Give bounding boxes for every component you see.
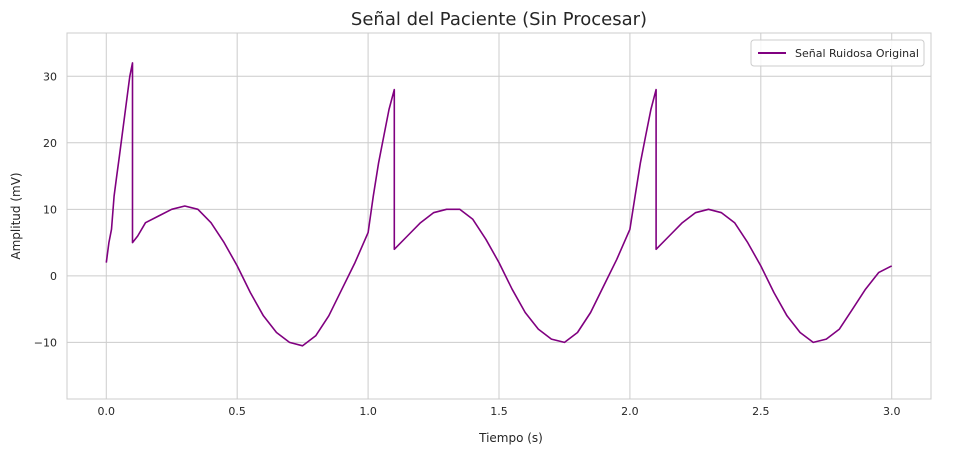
x-tick-label: 0.5 [228,405,246,418]
x-axis-label: Tiempo (s) [478,431,543,445]
x-tick-label: 1.5 [490,405,508,418]
x-tick-label: 2.5 [752,405,770,418]
plot-frame [66,32,932,400]
y-tick-label: 0 [50,270,57,283]
x-tick-labels: 0.0 0.5 1.0 1.5 2.0 2.5 3.0 [98,405,901,418]
y-tick-label: −10 [34,336,57,349]
x-tick-label: 0.0 [98,405,116,418]
series-layer [105,62,893,347]
legend: Señal Ruidosa Original [750,39,925,67]
legend-label: Señal Ruidosa Original [795,47,919,60]
x-tick-label: 2.0 [621,405,639,418]
grid [67,33,931,399]
legend-box [750,39,925,67]
y-tick-label: 30 [43,70,57,83]
chart-title: Señal del Paciente (Sin Procesar) [351,9,647,30]
y-tick-label: 20 [43,137,57,150]
y-axis-label: Amplitud (mV) [9,172,23,259]
x-tick-label: 3.0 [883,405,901,418]
series-line-0 [105,62,893,347]
x-tick-label: 1.0 [359,405,377,418]
y-tick-labels: −10 0 10 20 30 [34,70,57,349]
y-tick-label: 10 [43,203,57,216]
